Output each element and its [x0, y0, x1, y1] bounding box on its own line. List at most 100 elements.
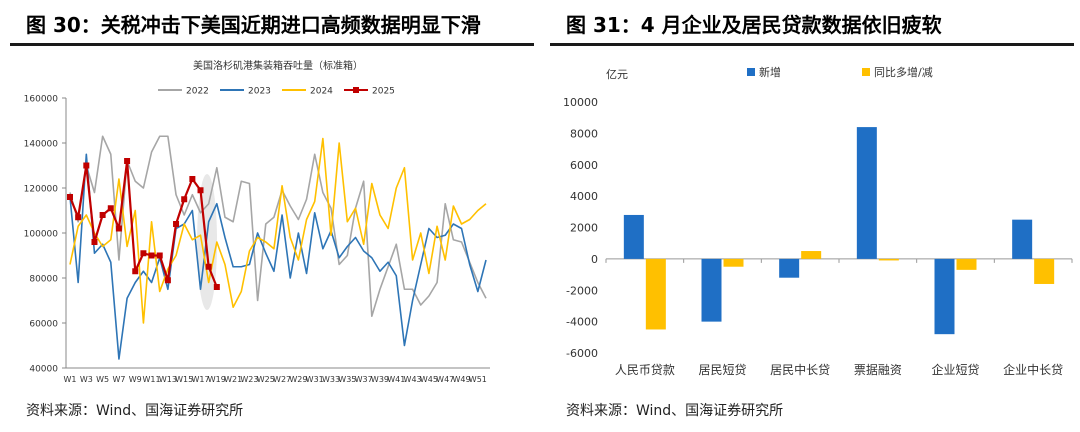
- legend-label-0: 新增: [759, 65, 781, 79]
- y-tick-label: 100000: [24, 230, 59, 240]
- x-tick-label: W13: [159, 375, 177, 384]
- data-point-2025: [156, 252, 163, 259]
- y-tick-label: 160000: [24, 95, 59, 105]
- legend-swatch-0: [747, 68, 755, 76]
- y-unit-label: 亿元: [606, 68, 628, 81]
- title-underline: [550, 43, 1074, 46]
- data-point-2025: [67, 194, 73, 200]
- x-tick-label: W9: [129, 375, 142, 384]
- legend-label-2025: 2025: [372, 87, 395, 97]
- figure-30-source: 资料来源：Wind、国海证券研究所: [26, 403, 244, 419]
- x-tick-label: W35: [338, 375, 356, 384]
- legend-marker-2025: [353, 87, 359, 93]
- x-tick-label: W11: [143, 375, 161, 384]
- y-tick-label: 10000: [563, 96, 598, 109]
- y-tick-label: 120000: [24, 185, 59, 195]
- data-point-2025: [83, 162, 90, 169]
- x-tick-label: W33: [322, 375, 340, 384]
- y-tick-label: 60000: [29, 320, 58, 330]
- figure-30-title: 图 30：关税冲击下美国近期进口高频数据明显下滑: [26, 13, 481, 37]
- x-tick-label: W15: [175, 375, 193, 384]
- chart-title: 美国洛杉矶港集装箱吞吐量（标准箱）: [193, 59, 363, 72]
- data-point-2025: [213, 284, 220, 290]
- figure-31-source: 资料来源：Wind、国海证券研究所: [566, 403, 784, 419]
- figure-31-panel: 图 31：4 月企业及居民贷款数据依旧疲软 亿元 新增 同比多增/减 -6000 -40…: [540, 0, 1080, 432]
- data-point-2025: [197, 187, 204, 194]
- y-tick-label: -4000: [566, 316, 598, 329]
- series-line-2022: [69, 135, 487, 318]
- category-label: 企业短贷: [931, 362, 979, 377]
- data-point-2025: [99, 212, 106, 218]
- y-tick-label: 8000: [570, 127, 598, 140]
- bar-1-3: [878, 258, 899, 261]
- series-line-2024: [69, 137, 487, 324]
- figure-31-title: 图 31：4 月企业及居民贷款数据依旧疲软: [566, 13, 942, 37]
- category-label: 居民短贷: [698, 363, 746, 377]
- x-tick-label: W7: [112, 375, 125, 384]
- x-tick-label: W41: [387, 375, 405, 384]
- bar-chart-loans: 亿元 新增 同比多增/减 -6000 -4000 -2000 0 2000 4000 6000 80…: [563, 65, 1073, 377]
- data-point-2025: [132, 268, 139, 275]
- x-tick-label: W1: [64, 375, 77, 384]
- bar-1-4: [956, 258, 977, 270]
- y-tick-label: 140000: [24, 140, 59, 150]
- bar-1-2: [801, 251, 822, 259]
- x-tick-label: W49: [452, 375, 470, 384]
- bar-0-2: [779, 258, 800, 278]
- line-chart-port-throughput: 美国洛杉矶港集装箱吞吐量（标准箱） 2022 2023 2024 2025 40000 60…: [24, 59, 490, 384]
- legend-label-1: 同比多增/减: [874, 65, 933, 79]
- y-tick-label: 4000: [570, 190, 598, 203]
- x-tick-label: W29: [289, 375, 307, 384]
- x-tick-label: W43: [404, 375, 422, 384]
- x-tick-label: W37: [355, 375, 373, 384]
- data-point-2025: [107, 205, 114, 212]
- y-tick-label: 80000: [29, 275, 58, 285]
- legend-swatch-1: [862, 68, 870, 76]
- y-tick-label: 6000: [570, 159, 598, 172]
- x-tick-label: W27: [273, 375, 291, 384]
- category-label: 人民币贷款: [615, 363, 675, 377]
- x-tick-label: W51: [469, 375, 487, 384]
- title-underline: [10, 43, 534, 46]
- x-tick-label: W17: [191, 375, 209, 384]
- series-line-2023: [69, 153, 487, 360]
- data-point-2025: [173, 221, 180, 227]
- legend-label-2023: 2023: [248, 87, 271, 97]
- data-point-2025: [205, 263, 212, 270]
- data-point-2025: [181, 196, 188, 203]
- data-point-2025: [140, 250, 147, 257]
- legend-label-2024: 2024: [310, 87, 333, 97]
- y-tick-label: 0: [591, 253, 598, 266]
- y-tick-label: -6000: [566, 347, 598, 360]
- data-point-2025: [75, 214, 82, 221]
- bar-0-1: [701, 258, 722, 322]
- bar-1-5: [1034, 258, 1055, 284]
- legend-label-2022: 2022: [186, 87, 209, 97]
- data-point-2025: [164, 277, 171, 284]
- y-tick-label: 2000: [570, 222, 598, 235]
- data-point-2025: [91, 239, 98, 245]
- x-tick-label: W5: [96, 375, 109, 384]
- bar-0-5: [1012, 219, 1033, 259]
- x-tick-label: W25: [257, 375, 275, 384]
- bar-0-4: [934, 258, 955, 335]
- category-label: 企业中长贷: [1003, 362, 1063, 377]
- category-label: 票据融资: [854, 363, 902, 377]
- bar-0-3: [856, 127, 877, 259]
- data-point-2025: [148, 252, 155, 259]
- y-tick-label: -2000: [566, 284, 598, 297]
- x-tick-label: W19: [208, 375, 226, 384]
- x-tick-label: W47: [436, 375, 454, 384]
- bar-0-0: [623, 214, 644, 259]
- x-tick-label: W21: [224, 375, 242, 384]
- bar-1-0: [645, 258, 666, 330]
- data-point-2025: [189, 176, 196, 182]
- x-tick-label: W45: [420, 375, 438, 384]
- figure-30-panel: 图 30：关税冲击下美国近期进口高频数据明显下滑 美国洛杉矶港集装箱吞吐量（标准…: [10, 13, 534, 419]
- y-tick-label: 40000: [29, 365, 58, 375]
- x-tick-label: W3: [80, 375, 93, 384]
- data-point-2025: [124, 158, 131, 164]
- x-tick-label: W31: [306, 375, 324, 384]
- bar-1-1: [723, 258, 744, 267]
- x-tick-label: W39: [371, 375, 389, 384]
